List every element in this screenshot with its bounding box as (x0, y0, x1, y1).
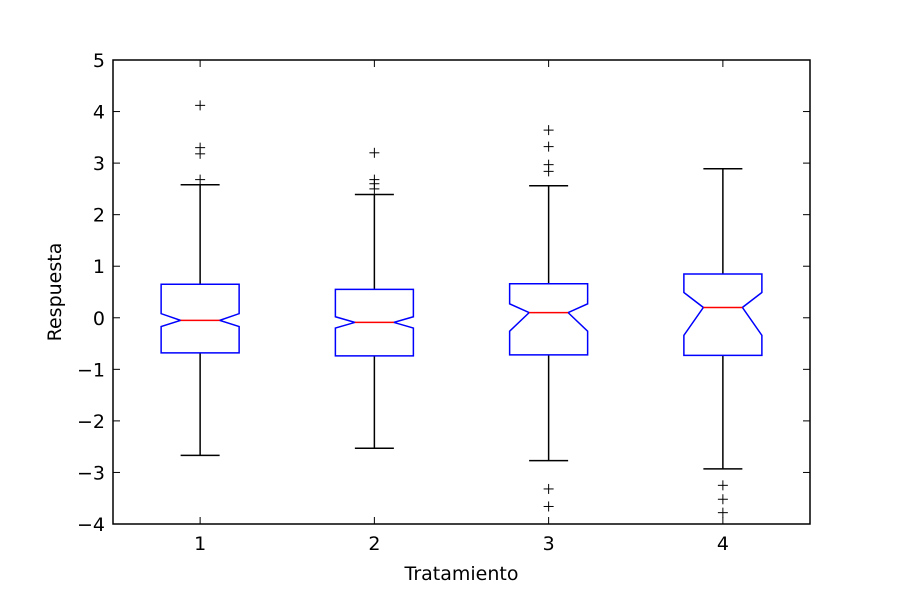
outlier-marker (543, 483, 554, 494)
y-tick-label: −1 (77, 359, 105, 381)
y-tick-label: 5 (93, 50, 105, 72)
outlier-marker (195, 100, 206, 111)
y-tick-label: 3 (93, 153, 105, 175)
box-group-4 (683, 168, 763, 518)
outlier-marker (543, 501, 554, 512)
y-tick-label: 1 (93, 256, 105, 278)
notched-box (683, 273, 763, 357)
y-tick-label: −2 (77, 411, 105, 433)
notched-box (334, 288, 415, 357)
outlier-marker (195, 174, 206, 185)
box-group-1 (160, 100, 240, 457)
y-tick-label: −4 (77, 514, 105, 536)
box-group-3 (508, 125, 589, 512)
outlier-marker (369, 183, 380, 194)
x-tick-label: 4 (717, 533, 729, 555)
x-axis-label: Tratamiento (404, 563, 519, 585)
notched-box (160, 283, 240, 354)
outlier-marker (543, 166, 554, 177)
x-tick-label: 2 (368, 533, 380, 555)
x-tick-label: 1 (194, 533, 206, 555)
y-tick-label: 2 (93, 205, 105, 227)
outlier-marker (543, 141, 554, 152)
outlier-marker (717, 507, 728, 518)
plot-area (160, 100, 763, 518)
y-axis-label: Respuesta (44, 243, 66, 342)
notched-box (508, 283, 589, 356)
axes-frame (112, 59, 811, 525)
y-tick-label: 4 (93, 102, 105, 124)
outlier-marker (717, 494, 728, 505)
outlier-marker (195, 148, 206, 159)
outlier-marker (717, 480, 728, 491)
y-tick-label: 0 (93, 308, 105, 330)
outlier-marker (369, 147, 380, 158)
outlier-marker (543, 125, 554, 136)
y-tick-label: −3 (77, 462, 105, 484)
box-group-2 (334, 147, 415, 449)
x-tick-label: 3 (543, 533, 555, 555)
axis-ticks: 5 4 3 2 1 0 −1 −2 −3 −4 1 2 3 4 (77, 50, 810, 555)
